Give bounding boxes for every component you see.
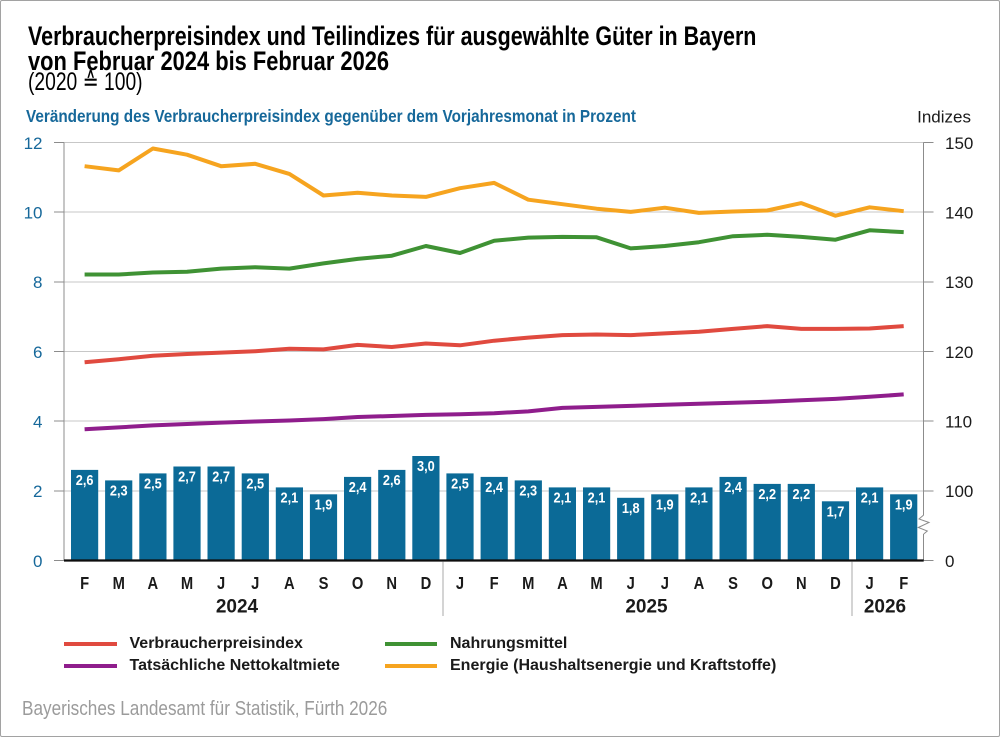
svg-text:D: D: [830, 574, 841, 594]
svg-text:1,9: 1,9: [656, 495, 674, 512]
svg-text:2,1: 2,1: [588, 489, 606, 506]
svg-text:M: M: [181, 574, 193, 594]
svg-text:0: 0: [33, 552, 42, 571]
svg-text:2026: 2026: [864, 596, 906, 617]
svg-text:1,8: 1,8: [622, 499, 640, 516]
svg-text:2,5: 2,5: [144, 475, 162, 492]
svg-text:2: 2: [33, 482, 42, 501]
svg-text:2,7: 2,7: [212, 468, 230, 485]
svg-text:2,4: 2,4: [724, 478, 742, 495]
svg-text:12: 12: [24, 134, 43, 153]
svg-text:M: M: [590, 574, 602, 594]
svg-text:A: A: [694, 574, 705, 594]
svg-text:F: F: [899, 574, 908, 594]
svg-text:A: A: [284, 574, 295, 594]
svg-text:M: M: [522, 574, 534, 594]
svg-text:2,1: 2,1: [281, 489, 299, 506]
svg-text:O: O: [761, 574, 773, 594]
svg-text:0: 0: [945, 552, 954, 571]
svg-text:J: J: [217, 574, 225, 594]
svg-text:1,9: 1,9: [315, 495, 333, 512]
svg-text:2024: 2024: [216, 596, 259, 617]
svg-text:A: A: [148, 574, 159, 594]
svg-text:3,0: 3,0: [417, 457, 435, 474]
svg-text:2,1: 2,1: [690, 489, 708, 506]
svg-text:F: F: [490, 574, 499, 594]
svg-text:2,6: 2,6: [383, 471, 401, 488]
svg-text:J: J: [661, 574, 669, 594]
svg-text:2,4: 2,4: [349, 478, 367, 495]
svg-text:J: J: [456, 574, 464, 594]
svg-text:130: 130: [945, 273, 973, 292]
svg-text:4: 4: [33, 413, 42, 432]
svg-text:2025: 2025: [625, 596, 668, 617]
svg-text:2,3: 2,3: [110, 482, 128, 499]
svg-text:A: A: [557, 574, 568, 594]
svg-text:110: 110: [945, 413, 972, 432]
svg-text:2,5: 2,5: [451, 475, 469, 492]
svg-text:2,2: 2,2: [758, 485, 776, 502]
svg-text:120: 120: [945, 343, 973, 362]
svg-text:J: J: [251, 574, 259, 594]
svg-text:150: 150: [945, 134, 973, 153]
svg-text:N: N: [386, 574, 397, 594]
svg-text:2,1: 2,1: [861, 489, 879, 506]
svg-text:6: 6: [33, 343, 42, 362]
svg-text:J: J: [627, 574, 635, 594]
svg-text:J: J: [865, 574, 873, 594]
svg-text:100: 100: [945, 482, 973, 501]
svg-text:1,9: 1,9: [895, 495, 913, 512]
svg-text:2,1: 2,1: [554, 489, 572, 506]
svg-text:2,2: 2,2: [792, 485, 810, 502]
svg-text:2,5: 2,5: [246, 475, 264, 492]
svg-text:2,7: 2,7: [178, 468, 196, 485]
svg-text:D: D: [421, 574, 432, 594]
svg-text:8: 8: [33, 273, 42, 292]
svg-text:140: 140: [945, 204, 973, 223]
svg-text:1,7: 1,7: [827, 502, 845, 519]
svg-text:S: S: [728, 574, 738, 594]
svg-text:N: N: [796, 574, 807, 594]
svg-text:2,6: 2,6: [76, 471, 94, 488]
svg-text:10: 10: [24, 204, 43, 223]
svg-text:M: M: [113, 574, 125, 594]
svg-text:O: O: [352, 574, 364, 594]
svg-text:Indizes: Indizes: [917, 108, 971, 127]
svg-text:2,3: 2,3: [519, 482, 537, 499]
svg-text:S: S: [319, 574, 329, 594]
svg-text:F: F: [80, 574, 89, 594]
svg-text:2,4: 2,4: [485, 478, 503, 495]
